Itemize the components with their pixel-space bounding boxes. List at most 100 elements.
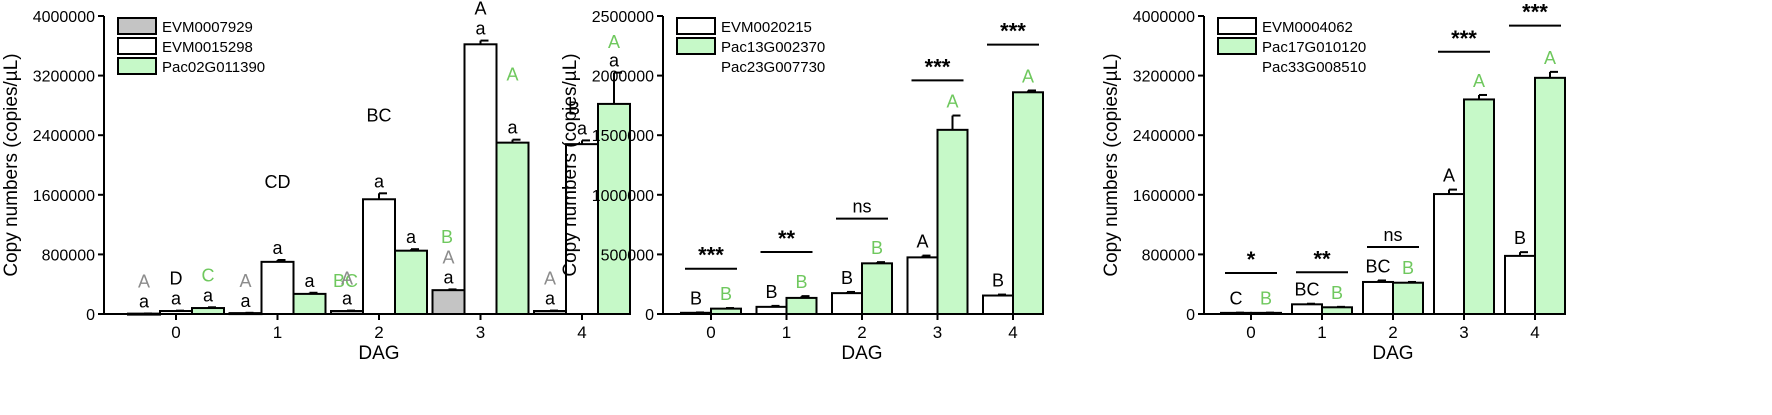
x-tick-label: 1 <box>1317 323 1326 342</box>
group-letter: D <box>170 269 183 289</box>
group-letter: CD <box>265 172 291 192</box>
y-axis-title: Copy numbers (copies/µL) <box>1 53 22 276</box>
significance-letter: a <box>609 51 620 71</box>
group-letter: A <box>1544 48 1556 68</box>
group-letter: C <box>1230 289 1243 309</box>
significance-letter: a <box>342 289 353 309</box>
significance-letter: a <box>203 285 214 305</box>
y-tick-label: 1500000 <box>592 128 654 145</box>
significance-letter: a <box>139 291 150 311</box>
significance-letter: a <box>475 19 486 39</box>
chart-panel-2: 0 500000 1000000 1500000 2000000 2500000 Copy … <box>560 9 1044 364</box>
bar <box>1504 254 1536 315</box>
y-tick-label: 800000 <box>42 247 95 264</box>
group-letter: BC <box>333 271 358 291</box>
x-tick-label: 0 <box>1246 323 1255 342</box>
group-letter: A <box>341 269 353 289</box>
bar <box>861 262 893 315</box>
legend: EVM0004062 Pac17G010120 Pac33G008510 <box>1217 17 1366 76</box>
x-tick-label: 4 <box>1008 323 1017 342</box>
group-letter: B <box>441 227 453 247</box>
bar <box>394 249 428 316</box>
legend-swatch <box>117 17 157 35</box>
y-tick-label: 2000000 <box>592 69 654 86</box>
group-letter: A <box>442 247 454 267</box>
bar <box>260 260 295 316</box>
x-tick-label: 3 <box>1459 323 1468 342</box>
y-tick-label: 0 <box>1186 307 1195 324</box>
significance-label: ns <box>1383 225 1402 245</box>
significance-letter: a <box>374 171 385 191</box>
bar <box>831 292 863 316</box>
bar <box>1463 98 1495 315</box>
y-tick-label: 800000 <box>1142 247 1195 264</box>
legend-label: EVM0007929 <box>162 19 253 36</box>
legend: EVM0007929 EVM0015298 Pac02G011390 <box>117 17 265 76</box>
significance-label: *** <box>1451 26 1477 51</box>
legend-swatch <box>676 17 716 35</box>
group-letter: B <box>765 282 777 302</box>
group-letter: B <box>871 238 883 258</box>
bar <box>936 128 969 315</box>
x-tick-label: 4 <box>1530 323 1539 342</box>
bar <box>755 305 788 315</box>
significance-letter: a <box>406 227 417 247</box>
bar <box>710 307 742 315</box>
x-tick-label: 1 <box>273 323 282 342</box>
x-tick-label: 3 <box>933 323 942 342</box>
bar <box>1012 91 1044 316</box>
legend-label: Pac02G011390 <box>162 59 265 76</box>
group-letter: C <box>202 265 215 285</box>
y-axis-title: Copy numbers (copies/µL) <box>1101 53 1122 276</box>
x-axis-title: DAG <box>1372 343 1413 364</box>
y-tick-label: 2400000 <box>33 128 95 145</box>
significance-label: ** <box>1313 246 1331 271</box>
group-letter: B <box>795 272 807 292</box>
group-letter: A <box>608 32 620 52</box>
significance-letter: a <box>443 267 454 287</box>
group-letter: B <box>1402 258 1414 278</box>
group-letter: B <box>720 284 732 304</box>
y-tick-label: 1000000 <box>592 188 654 205</box>
bar <box>1433 193 1465 315</box>
bar <box>463 43 498 316</box>
legend-label: Pac17G010120 <box>1262 39 1366 56</box>
legend-label: Pac23G007730 <box>721 59 825 76</box>
bar <box>1291 303 1323 316</box>
x-tick-label: 3 <box>476 323 485 342</box>
y-tick-label: 2500000 <box>592 9 654 26</box>
group-letter: A <box>138 271 150 291</box>
y-tick-label: 1600000 <box>33 188 95 205</box>
bar <box>495 141 530 315</box>
legend-swatch <box>1217 37 1257 55</box>
group-letter: B <box>690 288 702 308</box>
y-tick-label: 500000 <box>601 247 654 264</box>
significance-letter: a <box>304 271 315 291</box>
y-tick-label: 2400000 <box>1133 128 1195 145</box>
chart-panel-1: 0 800000 1600000 2400000 3200000 4000000 Copy … <box>1 0 631 364</box>
x-tick-label: 2 <box>857 323 866 342</box>
legend-label: EVM0004062 <box>1262 19 1353 36</box>
group-letter: B <box>1331 283 1343 303</box>
group-letter: A <box>1022 67 1034 87</box>
y-tick-label: 0 <box>86 307 95 324</box>
significance-label: *** <box>698 243 724 268</box>
legend-label: EVM0020215 <box>721 19 812 36</box>
significance-letter: a <box>240 291 251 311</box>
significance-label: *** <box>1000 19 1026 44</box>
y-tick-label: 1600000 <box>1133 188 1195 205</box>
group-letter: A <box>1473 71 1485 91</box>
group-letter: B <box>841 268 853 288</box>
bar <box>431 289 466 316</box>
group-letter: A <box>474 0 486 19</box>
group-letter: B <box>1514 228 1526 248</box>
group-letter: A <box>506 65 518 85</box>
x-tick-label: 2 <box>1388 323 1397 342</box>
group-letter: A <box>239 271 251 291</box>
x-axis-title: DAG <box>841 343 882 364</box>
y-tick-label: 4000000 <box>1133 9 1195 26</box>
group-letter: A <box>946 92 958 112</box>
legend-swatch <box>117 57 157 75</box>
x-tick-label: 2 <box>374 323 383 342</box>
